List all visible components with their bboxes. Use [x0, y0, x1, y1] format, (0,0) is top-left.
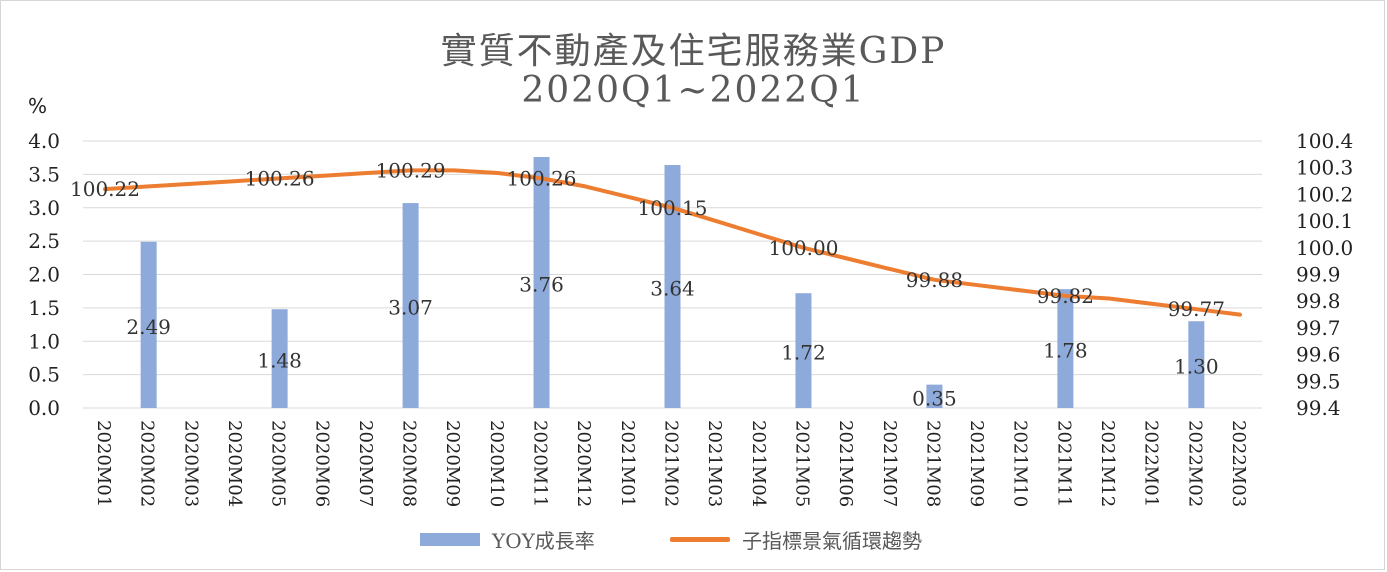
- bar: [402, 203, 419, 408]
- legend-label-line: 子指標景氣循環趨勢: [742, 528, 922, 553]
- right-tick-label: 100.3: [1296, 156, 1353, 180]
- bar: [140, 241, 157, 408]
- legend-swatch-line: [670, 536, 730, 542]
- x-tick-label: 2022M01: [1141, 420, 1162, 507]
- right-tick-label: 100.2: [1296, 182, 1353, 206]
- x-tick-label: 2021M01: [617, 420, 638, 507]
- chart-title: 實質不動產及住宅服務業GDP: [440, 31, 947, 72]
- legend-item-line: 子指標景氣循環趨勢: [670, 524, 922, 554]
- x-tick-label: 2022M02: [1184, 420, 1205, 507]
- line-data-label: 100.26: [507, 166, 577, 190]
- right-tick-label: 99.9: [1296, 263, 1341, 287]
- line-data-label: 99.77: [1168, 297, 1225, 321]
- bar: [533, 157, 550, 408]
- bar-series: [140, 157, 1205, 408]
- x-tick-label: 2020M10: [486, 420, 507, 507]
- right-tick-label: 100.0: [1296, 236, 1353, 260]
- x-tick-label: 2021M02: [661, 420, 682, 507]
- right-tick-label: 99.4: [1296, 396, 1341, 420]
- bar-data-label: 3.76: [519, 273, 564, 297]
- line-series: [103, 168, 1242, 317]
- x-tick-label: 2020M08: [399, 420, 420, 507]
- bar-data-label: 1.48: [257, 349, 302, 373]
- left-tick-label: 0.5: [28, 363, 60, 387]
- left-tick-label: 3.0: [28, 196, 60, 220]
- left-tick-label: 2.5: [28, 229, 60, 253]
- x-tick-label: 2021M12: [1097, 420, 1118, 507]
- bar-data-label: 2.49: [126, 315, 171, 339]
- line-data-label: 100.22: [70, 177, 140, 201]
- bar-data-label: 1.30: [1174, 355, 1219, 379]
- right-tick-label: 99.5: [1296, 369, 1341, 393]
- x-tick-label: 2021M07: [879, 420, 900, 507]
- left-tick-label: 3.5: [28, 162, 60, 186]
- x-tick-label: 2020M01: [93, 420, 114, 507]
- trend-line: [103, 168, 1242, 317]
- x-axis-labels: 2020M01 2020M02 2020M03 2020M04 2020M05 2020M…: [93, 420, 1249, 507]
- legend-swatch-bar: [420, 532, 480, 546]
- x-tick-label: 2020M05: [268, 420, 289, 507]
- line-data-label: 100.26: [245, 166, 315, 190]
- data-labels: 2.49 1.48 3.07 3.76 3.64 1.72 0.35 1.78 1.30 100.…: [70, 158, 1225, 410]
- x-tick-label: 2020M07: [355, 420, 376, 507]
- x-tick-label: 2021M04: [748, 420, 769, 507]
- left-axis-ticks: 0.0 0.5 1.0 1.5 2.0 2.5 3.0 3.5 4.0: [28, 129, 60, 420]
- line-data-label: 99.82: [1037, 284, 1094, 308]
- bar-data-label: 1.78: [1043, 339, 1088, 363]
- x-tick-label: 2020M04: [224, 420, 245, 507]
- right-tick-label: 99.8: [1296, 289, 1341, 313]
- left-tick-label: 1.5: [28, 296, 60, 320]
- x-tick-label: 2021M06: [835, 420, 856, 507]
- line-data-label: 100.00: [768, 236, 838, 260]
- right-axis-ticks: 99.499.599.699.799.899.9100.0100.1100.21…: [1296, 129, 1353, 420]
- bar: [1188, 321, 1205, 408]
- bar-data-label: 1.72: [781, 341, 826, 365]
- x-tick-label: 2020M12: [573, 420, 594, 507]
- x-tick-label: 2021M10: [1010, 420, 1031, 507]
- x-tick-label: 2020M09: [442, 420, 463, 507]
- bar: [795, 293, 812, 408]
- x-tick-label: 2022M03: [1228, 420, 1249, 507]
- x-tick-label: 2020M02: [137, 420, 158, 507]
- chart-subtitle: 2020Q1~2022Q1: [521, 70, 866, 111]
- x-tick-label: 2020M03: [180, 420, 201, 507]
- line-data-label: 99.88: [906, 268, 963, 292]
- right-tick-label: 100.4: [1296, 129, 1353, 153]
- bar: [271, 309, 288, 408]
- bar: [664, 165, 681, 408]
- left-tick-label: 4.0: [28, 129, 60, 153]
- left-tick-label: 1.0: [28, 329, 60, 353]
- legend-item-bar: YOY成長率: [420, 524, 595, 554]
- bar-data-label: 0.35: [912, 386, 957, 410]
- right-tick-label: 99.7: [1296, 316, 1341, 340]
- x-tick-label: 2021M03: [704, 420, 725, 507]
- left-axis-unit-label: %: [28, 94, 48, 118]
- x-tick-label: 2020M11: [530, 420, 551, 507]
- x-tick-label: 2021M11: [1053, 420, 1074, 507]
- bar-data-label: 3.64: [650, 277, 695, 301]
- right-tick-label: 99.6: [1296, 343, 1341, 367]
- bar-data-label: 3.07: [388, 296, 433, 320]
- bar: [1057, 289, 1074, 408]
- x-tick-label: 2021M08: [922, 420, 943, 507]
- bar: [926, 384, 943, 408]
- x-tick-label: 2021M05: [791, 420, 812, 507]
- legend-label-bar: YOY成長率: [492, 528, 595, 553]
- left-tick-label: 2.0: [28, 263, 60, 287]
- line-data-label: 100.15: [638, 196, 708, 220]
- x-tick-label: 2020M06: [311, 420, 332, 507]
- line-data-label: 100.29: [376, 158, 446, 182]
- x-tick-label: 2021M09: [966, 420, 987, 507]
- right-tick-label: 100.1: [1296, 209, 1353, 233]
- left-tick-label: 0.0: [28, 396, 60, 420]
